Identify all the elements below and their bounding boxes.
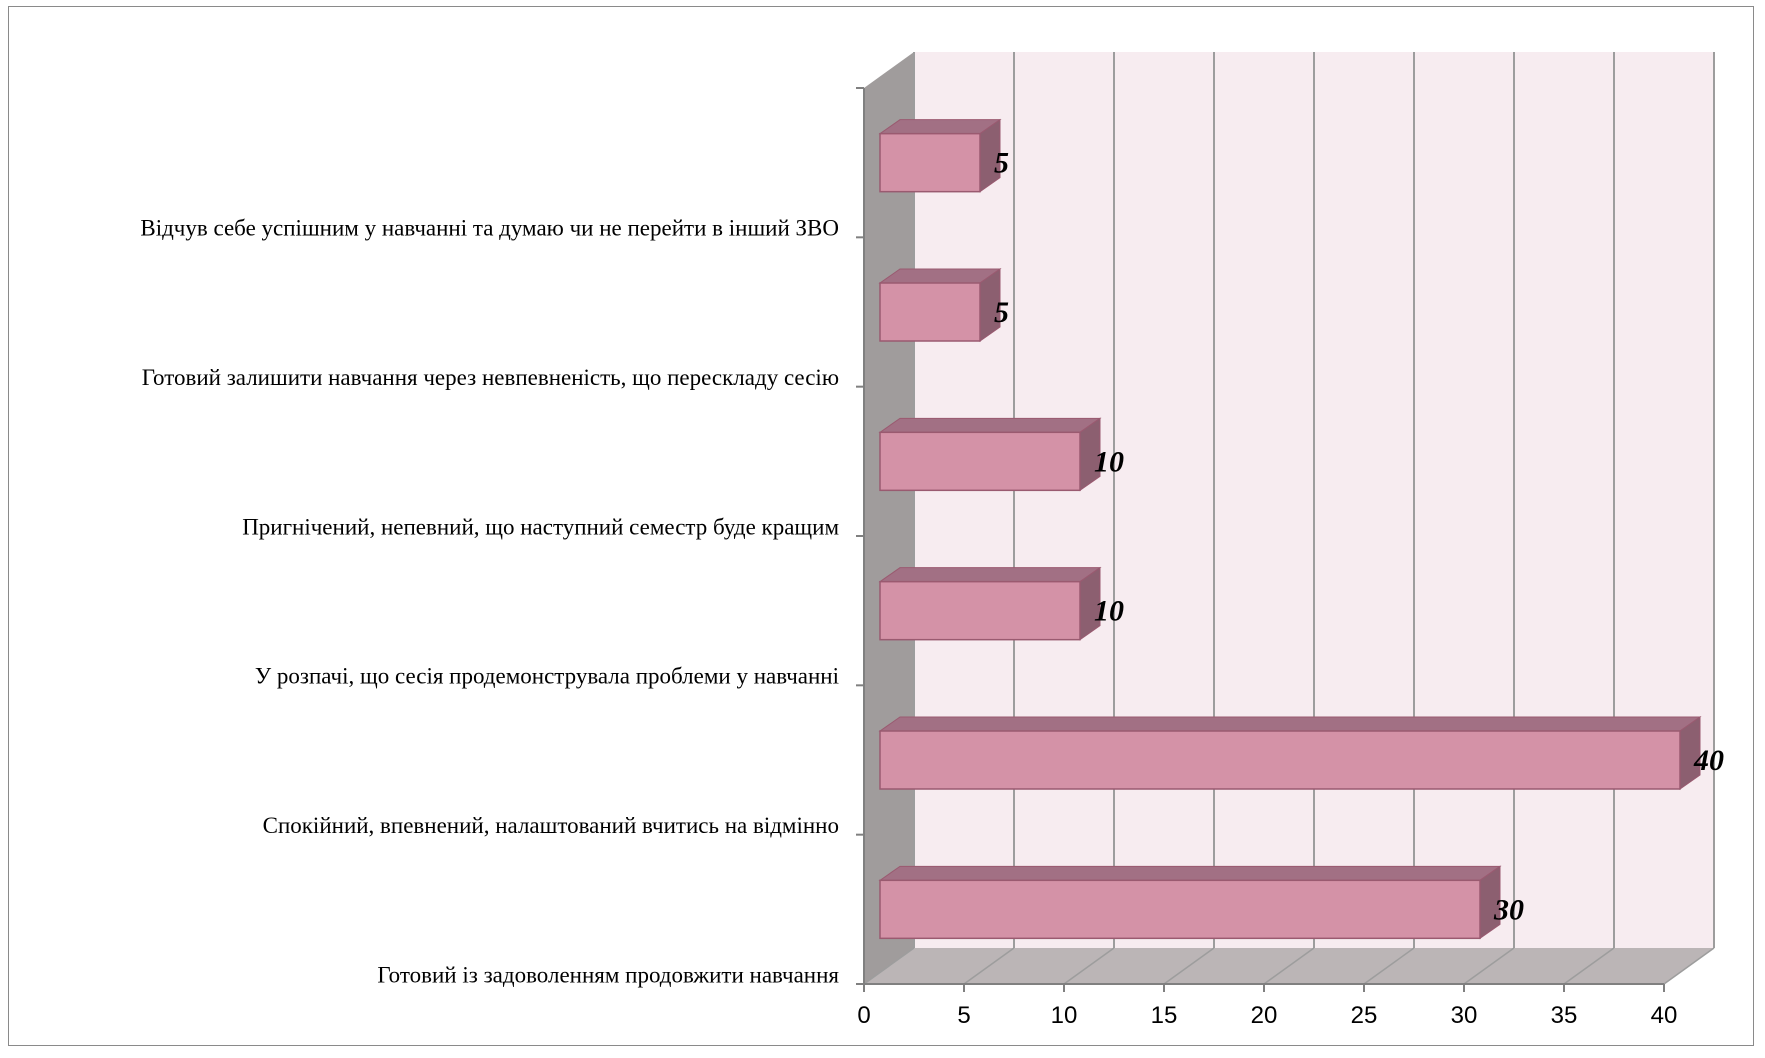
category-label: У розпачі, що сесія продемонструвала про… <box>255 664 839 689</box>
data-label: 40 <box>1693 744 1724 777</box>
x-tick-label: 40 <box>1651 1002 1678 1029</box>
floor-gridline <box>1363 947 1415 985</box>
floor-gridline <box>863 947 915 985</box>
gridlines <box>863 52 1715 985</box>
floor-gridline <box>1663 947 1715 985</box>
floor-gridline <box>1263 947 1315 985</box>
category-label: Відчув себе успішним у навчанні та думаю… <box>140 216 839 241</box>
category-label: Пригнічений, непевний, що наступний семе… <box>242 514 839 539</box>
bar <box>878 716 1702 790</box>
bar <box>878 566 1102 641</box>
data-label: 10 <box>1094 445 1124 478</box>
floor-gridline <box>1463 947 1515 985</box>
bar-front <box>879 730 1681 790</box>
x-tick-label: 10 <box>1051 1002 1078 1029</box>
bars <box>878 118 1702 940</box>
bar-front <box>879 132 981 193</box>
bar <box>878 417 1102 492</box>
x-tick-label: 5 <box>957 1002 970 1029</box>
x-tick-label: 15 <box>1151 1002 1178 1029</box>
x-tick-label: 20 <box>1251 1002 1278 1029</box>
bar <box>878 865 1502 940</box>
bar-top <box>878 417 1102 433</box>
bar-front <box>879 431 1081 492</box>
bar-front <box>879 580 1081 641</box>
floor-gridline <box>1163 947 1215 985</box>
labels: 0 5 10 15 20 25 30 35 40 30 Готовий із задоволення… <box>140 147 1724 1029</box>
category-label: Готовий залишити навчання через невпевне… <box>142 365 839 390</box>
x-tick-label: 30 <box>1451 1002 1478 1029</box>
data-label: 5 <box>994 147 1009 180</box>
x-tick-label: 25 <box>1351 1002 1378 1029</box>
bar-top <box>878 119 1002 135</box>
data-label: 10 <box>1094 595 1124 628</box>
axes <box>856 87 1665 992</box>
bar-top <box>878 567 1102 583</box>
data-label: 5 <box>994 296 1009 329</box>
bar-front <box>879 282 981 342</box>
bar-top <box>878 268 1002 284</box>
bar-top <box>878 865 1502 881</box>
x-tick-label: 35 <box>1551 1002 1578 1029</box>
floor-gridline <box>1063 947 1115 985</box>
bar <box>878 118 1002 193</box>
floor-gridline <box>963 947 1015 985</box>
floor-gridline <box>1563 947 1615 985</box>
bar-top <box>878 716 1702 732</box>
bar-front <box>879 879 1481 940</box>
category-label: Готовий із задоволенням продовжити навча… <box>377 962 839 987</box>
category-label: Спокійний, впевнений, налаштований вчити… <box>263 813 839 838</box>
x-tick-label: 0 <box>857 1002 870 1029</box>
bar <box>878 268 1002 342</box>
data-label: 30 <box>1493 893 1524 926</box>
